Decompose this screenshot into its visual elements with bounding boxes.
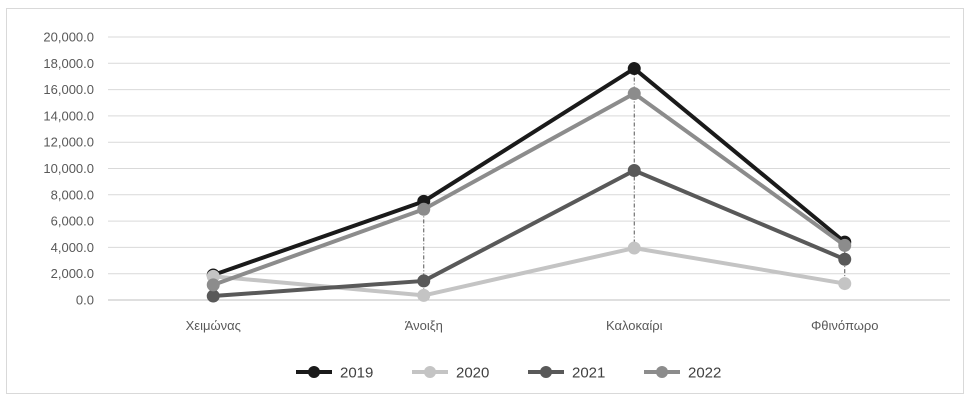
series-line <box>211 91 847 287</box>
data-point <box>417 274 431 288</box>
x-tick-label: Άνοιξη <box>405 318 443 333</box>
y-tick-label: 2,000.0 <box>51 266 94 281</box>
drop-lines <box>212 68 846 297</box>
x-tick-label: Καλοκαίρι <box>606 318 663 333</box>
y-tick-label: 18,000.0 <box>43 56 94 71</box>
y-tick-label: 6,000.0 <box>51 214 94 229</box>
x-tick-label: Χειμώνας <box>186 318 241 333</box>
data-point <box>206 278 220 292</box>
series-line <box>211 168 847 299</box>
legend-item-2021: 2021 <box>528 365 605 382</box>
legend-marker <box>424 366 436 378</box>
gridlines <box>108 36 950 301</box>
series-line <box>211 246 847 298</box>
legend-label: 2022 <box>688 365 721 382</box>
chart-frame <box>6 8 964 394</box>
data-point <box>627 87 641 101</box>
legend: 2019 2020 2021 2022 <box>296 365 721 382</box>
y-tick-label: 4,000.0 <box>51 240 94 255</box>
y-tick-label: 20,000.0 <box>43 30 94 45</box>
legend-label: 2020 <box>456 365 489 382</box>
data-point <box>838 252 852 266</box>
series-2021 <box>206 163 852 303</box>
legend-label: 2019 <box>340 365 373 382</box>
y-tick-label: 0.0 <box>76 293 94 308</box>
y-tick-label: 16,000.0 <box>43 82 94 97</box>
legend-marker <box>540 366 552 378</box>
legend-item-2020: 2020 <box>412 365 489 382</box>
series-2022 <box>206 87 852 292</box>
y-tick-label: 10,000.0 <box>43 161 94 176</box>
legend-marker <box>308 366 320 378</box>
x-tick-label: Φθινόπωρο <box>811 318 879 333</box>
series-line <box>211 66 847 278</box>
legend-marker <box>656 366 668 378</box>
data-point <box>838 238 852 252</box>
data-point <box>206 289 220 303</box>
data-point <box>627 163 641 177</box>
y-tick-label: 8,000.0 <box>51 187 94 202</box>
data-point <box>417 202 431 216</box>
series-2019 <box>206 62 852 282</box>
y-tick-label: 12,000.0 <box>43 135 94 150</box>
data-point <box>627 62 641 76</box>
y-axis: 0.0 2,000.0 4,000.0 6,000.0 8,000.0 10,000.0 1… <box>43 30 94 308</box>
x-axis: Χειμώνας Άνοιξη Καλοκαίρι Φθινόπωρο <box>186 318 879 333</box>
data-point <box>417 288 431 302</box>
legend-item-2019: 2019 <box>296 365 373 382</box>
data-point <box>627 241 641 255</box>
y-tick-label: 14,000.0 <box>43 108 94 123</box>
legend-label: 2021 <box>572 365 605 382</box>
data-point <box>838 277 852 291</box>
series <box>206 62 852 303</box>
legend-item-2022: 2022 <box>644 365 721 382</box>
